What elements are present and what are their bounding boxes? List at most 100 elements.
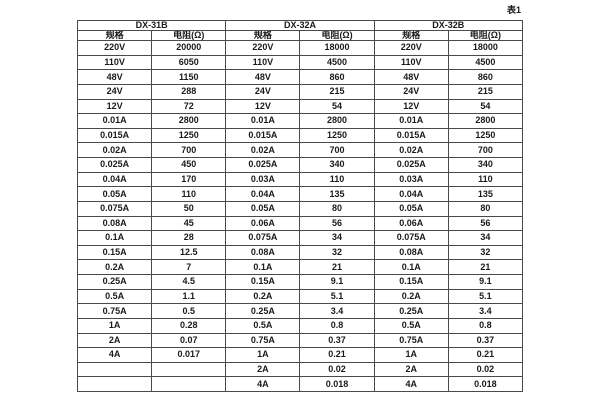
column-header-row: 规格 电阻(Ω) 规格 电阻(Ω) 规格 电阻(Ω) <box>76 30 524 41</box>
resistance-cell: 21 <box>447 259 524 275</box>
spec-cell: 1A <box>76 317 153 334</box>
resistance-cell: 340 <box>299 157 375 173</box>
resistance-cell: 450 <box>151 157 227 173</box>
resistance-cell: 32 <box>447 244 524 261</box>
spec-cell: 0.5A <box>76 288 153 305</box>
spec-cell: 0.2A <box>76 259 153 275</box>
spec-cell: 110V <box>373 54 449 71</box>
resistance-cell: 20000 <box>151 40 227 56</box>
spec-cell: 48V <box>76 69 153 85</box>
spec-cell: 2A <box>76 332 153 349</box>
table-caption: 表1 <box>506 5 521 15</box>
resistance-cell: 0.37 <box>299 332 375 349</box>
resistance-cell: 9.1 <box>299 274 375 290</box>
spec-cell: 0.06A <box>225 215 301 232</box>
table-row: 0.01A 2800 0.01A 2800 0.01A 2800 <box>76 113 524 129</box>
resistance-cell: 700 <box>151 142 227 158</box>
resistance-cell: 12.5 <box>151 244 227 261</box>
resistance-cell: 18000 <box>299 40 375 56</box>
spec-cell: 0.05A <box>76 186 153 202</box>
table-row: 48V 1150 48V 860 48V 860 <box>76 69 524 85</box>
table-row: 0.25A 4.5 0.15A 9.1 0.15A 9.1 <box>76 274 524 290</box>
resistance-cell: 0.07 <box>151 332 227 349</box>
spec-cell: 0.1A <box>76 230 153 246</box>
spec-table-head: DX-31B DX-32A DX-32B 规格 电阻(Ω) 规格 电阻(Ω) 规格 电阻(Ω) <box>76 20 524 41</box>
resistance-cell: 0.8 <box>299 317 375 334</box>
spec-header: 规格 <box>225 30 301 41</box>
resistance-cell: 700 <box>299 142 375 158</box>
resistance-cell: 21 <box>299 259 375 275</box>
resistance-cell: 340 <box>447 157 524 173</box>
resistance-cell: 0.018 <box>447 376 524 392</box>
table-row: 24V 288 24V 215 24V 215 <box>76 83 524 100</box>
resistance-cell: 1250 <box>151 127 227 144</box>
spec-cell: 220V <box>225 40 301 56</box>
spec-cell <box>76 361 153 378</box>
table-row: 2A 0.07 0.75A 0.37 0.75A 0.37 <box>76 332 524 349</box>
table-row: 0.075A 50 0.05A 80 0.05A 80 <box>76 200 524 217</box>
spec-cell: 0.75A <box>373 332 449 349</box>
spec-cell: 0.01A <box>76 113 153 129</box>
table-row: 0.15A 12.5 0.08A 32 0.08A 32 <box>76 244 524 261</box>
spec-cell: 0.2A <box>225 288 301 305</box>
resistance-cell: 0.02 <box>299 361 375 378</box>
table-row: 12V 72 12V 54 12V 54 <box>76 98 524 115</box>
resistance-cell: 80 <box>447 200 524 217</box>
resistance-cell: 1250 <box>447 127 524 144</box>
table-row: 0.025A 450 0.025A 340 0.025A 340 <box>76 157 524 173</box>
resistance-cell: 288 <box>151 83 227 100</box>
spec-cell: 0.05A <box>373 200 449 217</box>
table-row: 2A 0.02 2A 0.02 <box>76 361 524 378</box>
spec-cell: 1A <box>225 347 301 363</box>
table-row: 0.75A 0.5 0.25A 3.4 0.25A 3.4 <box>76 303 524 319</box>
table-row: 4A 0.018 4A 0.018 <box>76 376 524 392</box>
spec-cell: 0.075A <box>373 230 449 246</box>
resistance-cell: 0.02 <box>447 361 524 378</box>
spec-cell: 0.075A <box>76 200 153 217</box>
spec-cell: 0.04A <box>76 171 153 188</box>
spec-cell: 4A <box>76 347 153 363</box>
resistance-cell: 0.5 <box>151 303 227 319</box>
resistance-cell: 7 <box>151 259 227 275</box>
resistance-cell: 4.5 <box>151 274 227 290</box>
spec-cell: 0.03A <box>225 171 301 188</box>
resistance-cell: 56 <box>299 215 375 232</box>
spec-cell: 0.5A <box>373 317 449 334</box>
group-header-dx-32b: DX-32B <box>373 20 524 31</box>
table-row: 0.1A 28 0.075A 34 0.075A 34 <box>76 230 524 246</box>
resistance-cell: 3.4 <box>447 303 524 319</box>
spec-cell: 0.1A <box>225 259 301 275</box>
resistance-cell: 170 <box>151 171 227 188</box>
resistance-cell: 1.1 <box>151 288 227 305</box>
spec-header: 规格 <box>373 30 449 41</box>
table-row: 0.015A 1250 0.015A 1250 0.015A 1250 <box>76 127 524 144</box>
table-row: 0.08A 45 0.06A 56 0.06A 56 <box>76 215 524 232</box>
resistance-header: 电阻(Ω) <box>151 30 227 41</box>
resistance-cell: 0.21 <box>299 347 375 363</box>
spec-cell: 220V <box>373 40 449 56</box>
spec-cell: 0.06A <box>373 215 449 232</box>
spec-cell: 0.15A <box>76 244 153 261</box>
spec-cell: 0.75A <box>76 303 153 319</box>
table-row: 0.05A 110 0.04A 135 0.04A 135 <box>76 186 524 202</box>
group-header-dx-31b: DX-31B <box>76 20 227 31</box>
resistance-cell: 28 <box>151 230 227 246</box>
spec-cell: 4A <box>373 376 449 392</box>
spec-cell: 0.02A <box>225 142 301 158</box>
resistance-cell: 135 <box>299 186 375 202</box>
resistance-cell: 18000 <box>447 40 524 56</box>
spec-cell: 2A <box>225 361 301 378</box>
resistance-cell: 2800 <box>447 113 524 129</box>
spec-cell: 4A <box>225 376 301 392</box>
resistance-header: 电阻(Ω) <box>299 30 375 41</box>
group-header-dx-32a: DX-32A <box>225 20 375 31</box>
resistance-cell: 50 <box>151 200 227 217</box>
spec-cell: 0.025A <box>76 157 153 173</box>
spec-cell: 0.25A <box>76 274 153 290</box>
resistance-cell: 0.21 <box>447 347 524 363</box>
resistance-cell: 6050 <box>151 54 227 71</box>
resistance-cell: 5.1 <box>299 288 375 305</box>
table-row: 4A 0.017 1A 0.21 1A 0.21 <box>76 347 524 363</box>
spec-cell: 24V <box>225 83 301 100</box>
